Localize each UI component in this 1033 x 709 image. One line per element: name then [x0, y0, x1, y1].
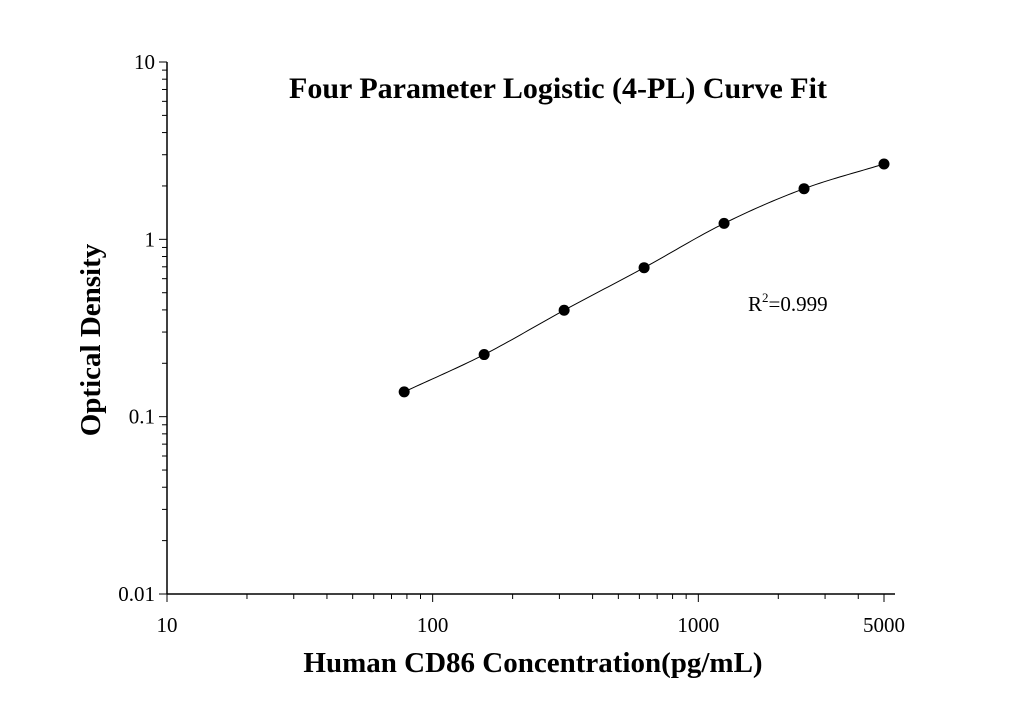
x-tick-label: 1000	[677, 613, 719, 637]
r-squared-superscript: 2	[762, 290, 769, 305]
y-axis-label: Optical Density	[75, 243, 107, 436]
data-point	[558, 304, 570, 316]
data-point	[798, 183, 810, 195]
chart-title: Four Parameter Logistic (4-PL) Curve Fit	[289, 72, 827, 105]
data-points	[398, 158, 890, 398]
data-point	[398, 386, 410, 398]
ticks	[159, 61, 885, 602]
data-point	[718, 217, 730, 229]
data-point	[638, 262, 650, 274]
tick-labels: 10 100 1000 5000 0.01 0.1 1 10	[118, 50, 905, 637]
x-tick-label: 10	[157, 613, 178, 637]
y-tick-label: 0.1	[129, 405, 155, 429]
data-point	[478, 349, 490, 361]
x-tick-label: 5000	[863, 613, 905, 637]
axes	[166, 62, 895, 595]
y-tick-label: 10	[134, 50, 155, 74]
x-axis-label: Human CD86 Concentration(pg/mL)	[303, 647, 762, 679]
r-squared-value: =0.999	[769, 292, 828, 316]
fit-curve	[403, 163, 885, 393]
r-squared-label: R	[748, 292, 762, 316]
y-tick-label: 0.01	[118, 582, 155, 606]
x-tick-label: 100	[417, 613, 449, 637]
y-tick-label: 1	[145, 227, 156, 251]
data-point	[878, 158, 890, 170]
r-squared-annotation: R2=0.999	[748, 290, 828, 316]
